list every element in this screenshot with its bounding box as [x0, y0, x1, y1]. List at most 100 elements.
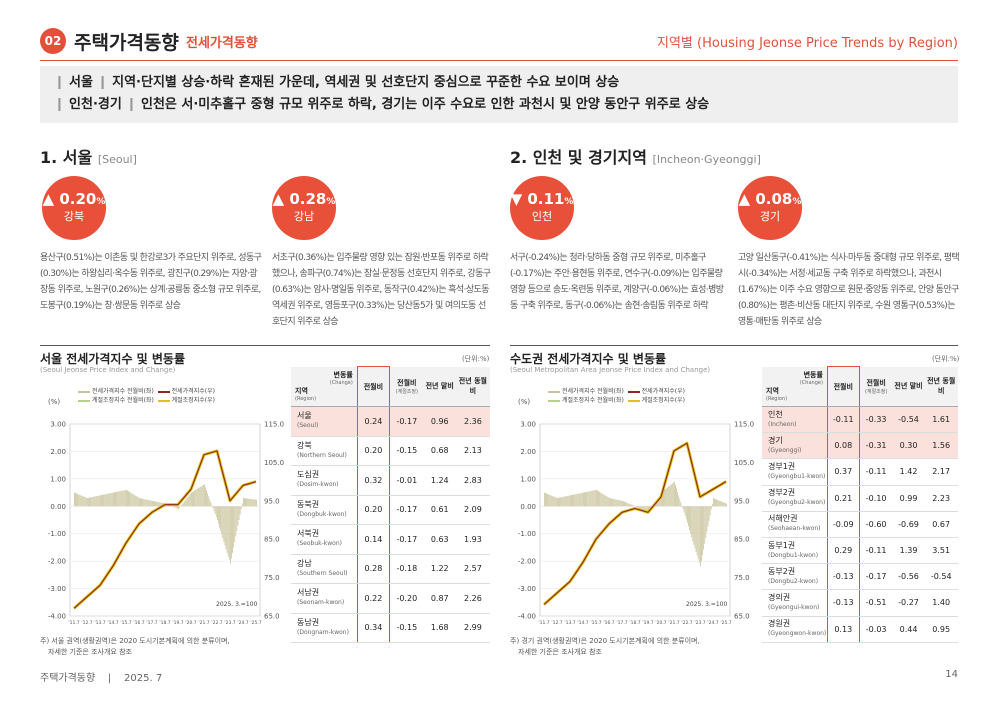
change-bar [104, 494, 106, 507]
change-bar [154, 501, 155, 507]
section-title-incheon: 2. 인천 및 경기지역 [Incheon·Gyeonggi] [510, 148, 761, 167]
change-bar [254, 499, 256, 507]
change-bar [79, 494, 81, 507]
change-bar [157, 501, 159, 507]
cell: 0.13 [826, 615, 860, 643]
change-bar [253, 499, 255, 507]
change-bar [662, 491, 663, 507]
change-bar [244, 498, 245, 507]
x-tick: '24.7 [237, 620, 248, 626]
summary-tag-incheon: 인천·경기 [69, 97, 122, 112]
cell: -0.31 [859, 432, 893, 460]
cell: 0.44 [892, 616, 925, 643]
change-bar [552, 496, 554, 507]
chart-incheon: 3.00 2.00 1.00 0.00 -1.00 -2.00 -3.00 -4.00 115.… [518, 421, 754, 627]
change-bar [230, 506, 231, 564]
stat-circle-gangbuk: ▲ 0.20% 강북 [42, 176, 106, 240]
change-bar [668, 486, 670, 507]
change-bar [609, 498, 610, 507]
summary-text-seoul: 지역·단지별 상승·하락 혼재된 가운데, 역세권 및 선호단지 중심으로 꾸준… [112, 75, 620, 90]
change-bar [101, 495, 102, 507]
change-bar [704, 506, 706, 544]
change-bar [681, 505, 683, 507]
table-row: 동남권 (Dongnam-kwon) 0.34 -0.15 1.68 2.99 [291, 612, 490, 643]
change-bar [100, 495, 101, 507]
change-bar [691, 506, 693, 538]
change-bar [559, 497, 560, 507]
change-bar [223, 506, 225, 542]
x-tick: '23.7 [224, 620, 235, 626]
cell: -0.60 [859, 511, 893, 538]
y-tick-right: 95.0 [734, 497, 750, 505]
cell: -0.20 [389, 583, 424, 614]
change-bar [579, 493, 581, 507]
change-bar [675, 485, 676, 507]
change-bar [224, 506, 226, 546]
change-bar [561, 497, 563, 507]
change-bar [248, 498, 250, 507]
change-bar [135, 496, 137, 507]
change-bar [628, 503, 630, 507]
cell: -0.54 [924, 563, 958, 591]
change-bar [669, 485, 671, 507]
change-bar [155, 501, 157, 507]
change-bar [665, 488, 667, 507]
cell: -0.15 [389, 613, 424, 643]
change-bar [591, 490, 593, 507]
chart-divider-right [510, 345, 958, 346]
x-tick: '18.7 [629, 620, 640, 626]
y-tick-left: 2.00 [50, 448, 66, 456]
page-number: 14 [945, 669, 958, 680]
change-bar [191, 492, 192, 507]
y-tick-left: -1.00 [48, 530, 66, 538]
x-tick: '23.7 [694, 620, 705, 626]
change-bar [214, 506, 216, 515]
change-bar [179, 506, 180, 508]
change-bar [108, 493, 110, 507]
change-bar [217, 506, 218, 520]
y-tick-right: 65.0 [734, 613, 750, 621]
x-tick: '17.7 [146, 620, 157, 626]
cell: -0.03 [859, 616, 893, 643]
cell: 1.61 [924, 406, 958, 434]
x-tick: '18.7 [159, 620, 170, 626]
change-bar [85, 497, 87, 507]
change-bar [687, 506, 688, 523]
table-seoul: 변동률 (Change) 지역 (Region) 전월비 전월비 (계절조정) 전년 말비 전년… [291, 366, 490, 643]
y-tick-right: 105.0 [734, 459, 754, 467]
change-bar [209, 499, 211, 507]
change-bar [709, 506, 711, 516]
header-divider [40, 60, 958, 61]
change-bar [173, 506, 175, 508]
cell: 0.20 [356, 494, 390, 525]
change-bar [175, 506, 177, 509]
stat-circle-gyeonggi: ▲ 0.08% 경기 [738, 176, 802, 240]
cell: 2.23 [924, 485, 958, 512]
change-bar [590, 490, 592, 507]
table-row: 서울 (Seoul) 0.24 -0.17 0.96 2.36 [291, 406, 490, 437]
change-bar [124, 490, 126, 507]
change-bar [562, 496, 564, 507]
change-bar [701, 506, 702, 561]
cell: 1.42 [892, 458, 925, 486]
y-tick-left: 1.00 [50, 475, 66, 483]
y-axis-pct-seoul: (%) [48, 398, 61, 406]
change-bar [234, 506, 236, 542]
cell: 1.24 [423, 465, 456, 496]
table-row: 동북권 (Dongbuk-kwon) 0.20 -0.17 0.61 2.09 [291, 494, 490, 525]
summary-box: ❙ 서울 ❙ 지역·단지별 상승·하락 혼재된 가운데, 역세권 및 선호단지 … [40, 66, 958, 123]
change-bar [715, 498, 716, 507]
change-bar [239, 506, 241, 515]
change-bar [90, 497, 92, 507]
cell: 0.14 [356, 524, 390, 555]
row-label: 서울 (Seoul) [291, 406, 358, 437]
change-bar [111, 492, 113, 507]
change-bar [204, 484, 205, 507]
stat-circle-incheon: ▼ 0.11% 인천 [510, 176, 574, 240]
cell: -0.13 [826, 563, 860, 591]
change-bar [624, 501, 625, 507]
row-label: 경원권 (Gyeongwon-kwon) [762, 616, 828, 643]
change-bar [227, 506, 229, 557]
change-bar [197, 488, 199, 507]
x-tick: '14.7 [577, 620, 588, 626]
